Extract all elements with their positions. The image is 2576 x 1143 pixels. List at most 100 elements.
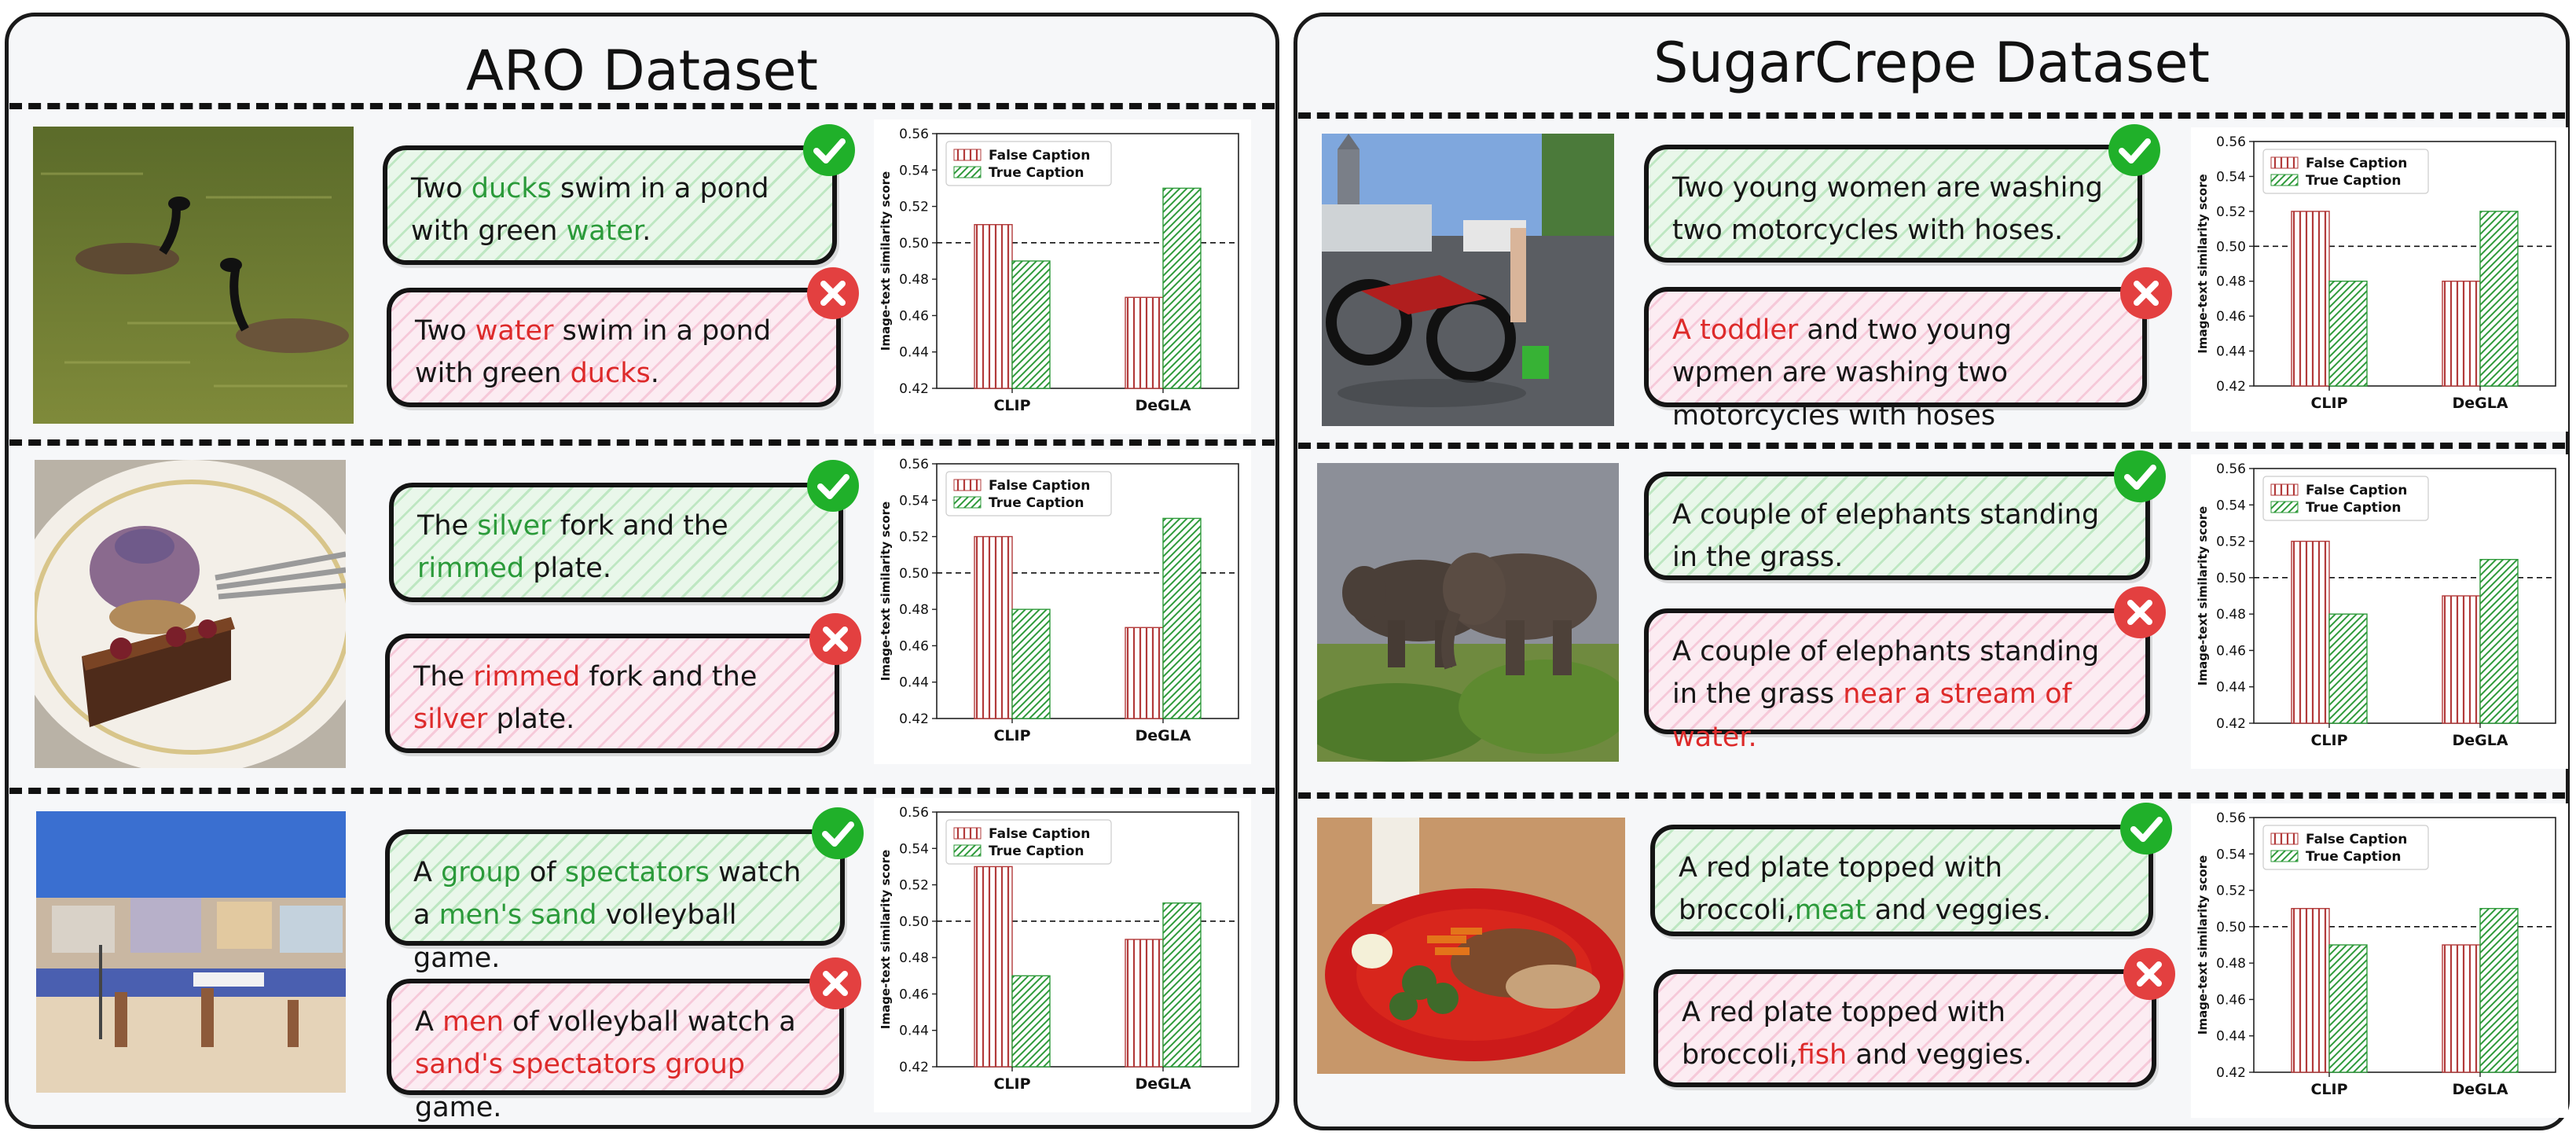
y-tick-label: 0.50 bbox=[899, 914, 929, 930]
caption-segment: A bbox=[413, 857, 442, 888]
check-icon bbox=[812, 807, 864, 859]
caption-segment: A couple of elephants standing in the gr… bbox=[1672, 636, 2100, 711]
y-tick-label: 0.50 bbox=[899, 566, 929, 582]
highlighted-word: water bbox=[475, 315, 554, 347]
y-tick-label: 0.56 bbox=[899, 127, 929, 142]
legend-swatch bbox=[953, 149, 982, 161]
check-icon bbox=[807, 460, 859, 512]
divider bbox=[9, 439, 1275, 446]
divider bbox=[1298, 443, 2565, 449]
y-tick-label: 0.56 bbox=[899, 805, 929, 821]
false-caption-bubble: A red plate topped with broccoli,fish an… bbox=[1653, 969, 2156, 1087]
similarity-bar-chart: 0.42 0.44 0.46 0.48 0.50 0.52 0.54 0.56 Image-te… bbox=[2191, 454, 2568, 769]
y-tick-label: 0.54 bbox=[2216, 847, 2246, 862]
false-caption-bar bbox=[1125, 296, 1164, 389]
true-caption-bar bbox=[1162, 517, 1202, 719]
false-caption-bubble: A couple of elephants standing in the gr… bbox=[1644, 608, 2150, 753]
caption-segment: and two young wpmen are washing two moto… bbox=[1672, 314, 2012, 432]
highlighted-word: rimmed bbox=[417, 553, 525, 585]
caption-segment: fork and the bbox=[551, 510, 728, 542]
y-axis-label: Image-text similarity score bbox=[879, 171, 893, 351]
caption-text: The rimmed fork and the silver plate. bbox=[413, 656, 811, 741]
caption-text: A red plate topped with broccoli,fish an… bbox=[1682, 991, 2128, 1077]
y-tick-label: 0.48 bbox=[2216, 274, 2246, 290]
y-tick-label: 0.54 bbox=[899, 163, 929, 178]
false-caption-bar bbox=[974, 224, 1013, 389]
highlighted-word: men's sand bbox=[439, 899, 597, 932]
caption-segment: of bbox=[520, 857, 565, 888]
y-tick-label: 0.48 bbox=[899, 602, 929, 618]
y-tick-label: 0.42 bbox=[899, 1060, 929, 1075]
highlighted-word: A toddler bbox=[1672, 314, 1799, 346]
caption-segment: game. bbox=[415, 1091, 502, 1123]
caption-segment: . bbox=[642, 215, 651, 248]
caption-segment: and veggies. bbox=[1847, 1039, 2032, 1071]
legend-swatch bbox=[953, 827, 982, 840]
caption-segment: The bbox=[413, 661, 474, 693]
legend-swatch bbox=[2270, 174, 2299, 186]
x-tick-label: DeGLA bbox=[1135, 397, 1191, 414]
y-axis-label: Image-text similarity score bbox=[2196, 855, 2210, 1035]
caption-segment: Two young women are washing two motorcyc… bbox=[1672, 172, 2103, 247]
x-tick-label: CLIP bbox=[2310, 1081, 2347, 1098]
y-axis-label: Image-text similarity score bbox=[2196, 506, 2210, 685]
y-tick-label: 0.52 bbox=[899, 530, 929, 546]
divider bbox=[1298, 112, 2565, 119]
x-tick-label: CLIP bbox=[993, 397, 1030, 414]
legend-swatch bbox=[953, 496, 982, 509]
false-caption-bar bbox=[2291, 540, 2330, 724]
highlighted-word: men bbox=[442, 1006, 504, 1038]
y-tick-label: 0.52 bbox=[2216, 204, 2246, 220]
false-caption-bar bbox=[2291, 908, 2330, 1073]
y-tick-label: 0.56 bbox=[2216, 134, 2246, 150]
y-tick-label: 0.42 bbox=[899, 711, 929, 727]
y-tick-label: 0.54 bbox=[2216, 169, 2246, 185]
legend-box bbox=[2262, 825, 2429, 870]
y-tick-label: 0.44 bbox=[2216, 680, 2246, 696]
false-caption-bar bbox=[2442, 595, 2481, 724]
y-tick-label: 0.50 bbox=[899, 236, 929, 252]
x-tick-label: CLIP bbox=[993, 1075, 1030, 1093]
caption-segment: volleyball game. bbox=[413, 899, 737, 974]
highlighted-word: water bbox=[566, 215, 643, 248]
y-tick-label: 0.44 bbox=[2216, 344, 2246, 360]
y-tick-label: 0.48 bbox=[899, 272, 929, 288]
true-caption-bubble: The silver fork and the rimmed plate. bbox=[389, 483, 843, 602]
legend-label: True Caption bbox=[989, 495, 1084, 511]
y-axis-label: Image-text similarity score bbox=[2196, 174, 2210, 353]
caption-segment: plate. bbox=[487, 704, 575, 736]
caption-segment: Two bbox=[415, 315, 475, 347]
caption-segment: A red plate topped with broccoli, bbox=[1682, 997, 2006, 1071]
false-caption-bar bbox=[974, 866, 1013, 1068]
y-tick-label: 0.48 bbox=[899, 950, 929, 966]
true-caption-bar bbox=[2328, 944, 2368, 1073]
true-caption-bar bbox=[1011, 260, 1051, 389]
highlighted-word: near a stream of water. bbox=[1672, 678, 2072, 753]
true-caption-bubble: A group of spectators watch a men's sand… bbox=[385, 829, 845, 974]
caption-segment: swim in a pond with green bbox=[411, 173, 769, 248]
y-tick-label: 0.44 bbox=[899, 345, 929, 361]
x-tick-label: DeGLA bbox=[2452, 1081, 2508, 1098]
true-caption-bar bbox=[2328, 613, 2368, 724]
y-tick-label: 0.42 bbox=[2216, 1065, 2246, 1081]
y-tick-label: 0.46 bbox=[899, 987, 929, 1002]
false-caption-bar bbox=[2442, 944, 2481, 1073]
legend-label: True Caption bbox=[989, 843, 1084, 859]
caption-segment: A bbox=[415, 1006, 443, 1038]
y-tick-label: 0.46 bbox=[2216, 309, 2246, 325]
highlighted-word: rimmed bbox=[473, 661, 581, 693]
caption-segment: watch a bbox=[413, 857, 802, 932]
dessert-on-plate-photo bbox=[35, 460, 346, 768]
y-tick-label: 0.48 bbox=[2216, 607, 2246, 623]
divider bbox=[9, 103, 1275, 109]
highlighted-word: ducks bbox=[471, 173, 552, 204]
legend-box bbox=[945, 141, 1112, 186]
true-caption-bar bbox=[2479, 908, 2519, 1073]
caption-segment: Two bbox=[411, 173, 472, 204]
y-tick-label: 0.50 bbox=[2216, 571, 2246, 586]
x-tick-label: DeGLA bbox=[1135, 1075, 1191, 1093]
y-tick-label: 0.44 bbox=[899, 1024, 929, 1039]
x-tick-label: DeGLA bbox=[2452, 395, 2508, 412]
false-caption-bubble: A men of volleyball watch a sand's spect… bbox=[387, 979, 844, 1123]
check-icon bbox=[2108, 124, 2160, 176]
